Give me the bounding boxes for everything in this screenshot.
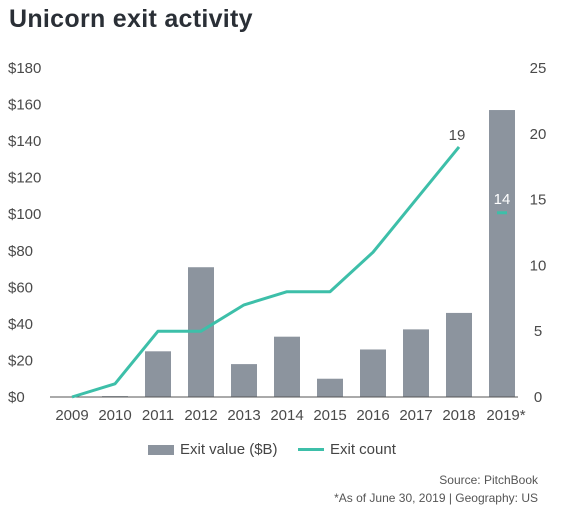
bar-2014: [274, 336, 300, 397]
footnote: *As of June 30, 2019 | Geography: US: [334, 491, 538, 505]
x-tick-label: 2015: [313, 407, 346, 424]
x-tick-label: 2019*: [486, 407, 525, 424]
x-tick-label: 2017: [399, 407, 432, 424]
source-note: Source: PitchBook: [439, 473, 538, 487]
x-tick-label: 2012: [184, 407, 217, 424]
y-left-tick-label: $0: [8, 389, 25, 406]
data-label-exit-count-2018: 19: [449, 127, 466, 144]
y-right-tick-label: 10: [530, 257, 547, 274]
bar-2017: [403, 329, 429, 397]
legend-item-exit-value: Exit value ($B): [148, 441, 278, 458]
legend-label-exit-value: Exit value ($B): [180, 441, 278, 458]
y-left-tick-label: $100: [8, 206, 41, 223]
legend-swatch-bar: [148, 444, 174, 455]
y-right-tick-label: 5: [534, 323, 542, 340]
legend-item-exit-count: Exit count: [298, 441, 396, 458]
x-tick-label: 2014: [270, 407, 303, 424]
chart-title: Unicorn exit activity: [9, 5, 253, 33]
y-left-tick-label: $60: [8, 279, 33, 296]
x-tick-label: 2011: [142, 407, 174, 424]
bar-2013: [231, 364, 257, 397]
y-right-tick-label: 0: [534, 389, 542, 406]
x-tick-label: 2013: [227, 407, 260, 424]
y-left-tick-label: $160: [8, 97, 41, 114]
legend-label-exit-count: Exit count: [330, 441, 396, 458]
y-left-tick-label: $80: [8, 243, 33, 260]
legend-swatch-line: [298, 448, 324, 451]
bar-2016: [360, 349, 386, 397]
bar-2015: [317, 378, 343, 397]
data-label-exit-count-2019: 14: [494, 191, 511, 208]
y-left-tick-label: $120: [8, 170, 41, 187]
bar-2019*: [489, 110, 515, 398]
x-tick-label: 2010: [98, 407, 131, 424]
chart-legend: Exit value ($B) Exit count: [0, 441, 566, 461]
y-left-tick-label: $180: [8, 60, 41, 77]
y-left-tick-label: $40: [8, 316, 33, 333]
y-right-tick-label: 15: [530, 192, 547, 209]
x-tick-label: 2009: [55, 407, 88, 424]
y-left-tick-label: $140: [8, 133, 41, 150]
y-right-tick-label: 25: [530, 60, 547, 77]
bar-2018: [446, 312, 472, 397]
bar-2011: [145, 351, 171, 397]
line-exit-count: [71, 146, 461, 399]
x-tick-label: 2018: [442, 407, 475, 424]
chart-plot: $0 $20 $40 $60 $80 $100 $120 $140 $160 $180 0 5 10 15…: [8, 60, 547, 424]
y-left-tick-label: $20: [8, 352, 33, 369]
x-tick-label: 2016: [356, 407, 389, 424]
y-right-tick-label: 20: [530, 126, 547, 143]
